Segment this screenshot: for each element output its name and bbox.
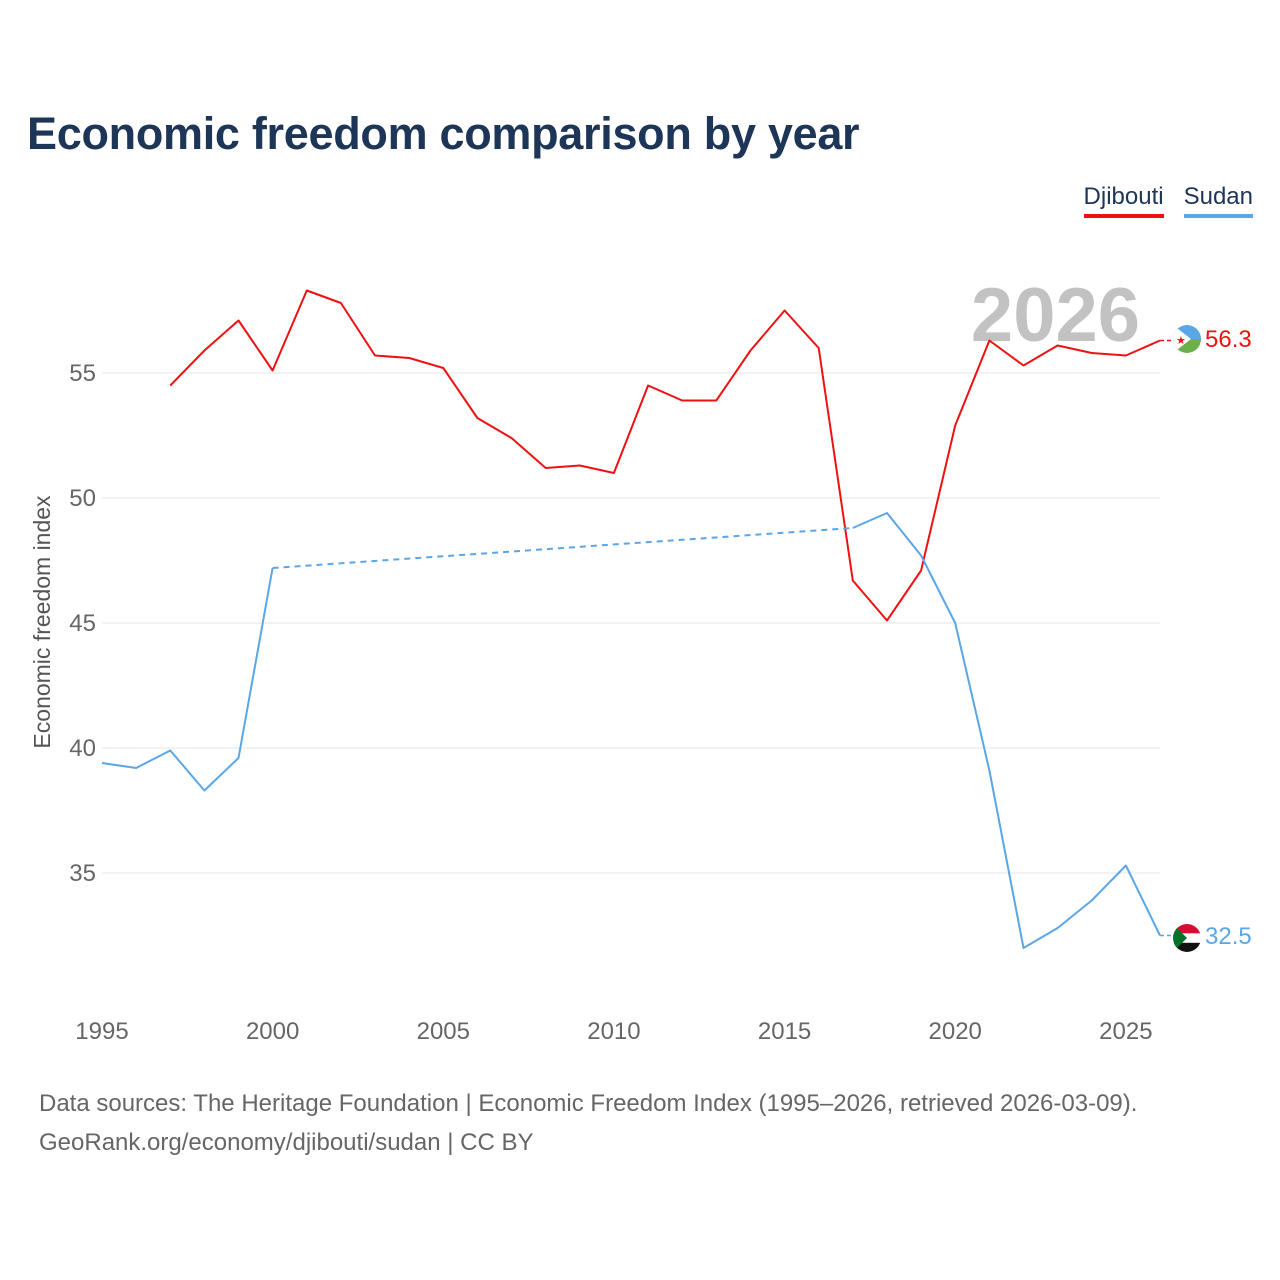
series-line-sudan-gap: [272, 527, 853, 569]
y-tick-label-45: 45: [69, 610, 96, 637]
x-tick-label-2020: 2020: [929, 1018, 982, 1045]
djibouti-end-value: 56.3: [1205, 326, 1252, 353]
x-axis-ticks: 1995 2000 2005 2010 2015 2020 2025: [75, 1018, 1152, 1045]
series-line-sudan: [101, 567, 274, 792]
x-tick-label-2000: 2000: [246, 1018, 299, 1045]
y-tick-label-40: 40: [69, 735, 96, 762]
sudan-flag-icon: [1173, 924, 1201, 952]
series-line-sudan: [852, 512, 1161, 949]
sudan-end-value: 32.5: [1205, 923, 1252, 950]
chart-title: Economic freedom comparison by year: [27, 108, 860, 159]
current-year-watermark: 2026: [971, 273, 1140, 358]
x-tick-label-2010: 2010: [587, 1018, 640, 1045]
footer-sources: Data sources: The Heritage Foundation | …: [39, 1090, 1138, 1117]
svg-text:★: ★: [1176, 334, 1186, 347]
footer: Data sources: The Heritage Foundation | …: [39, 1084, 1137, 1162]
legend: Djibouti Sudan: [1083, 183, 1253, 218]
x-tick-label-2005: 2005: [417, 1018, 470, 1045]
y-tick-label-55: 55: [69, 360, 96, 387]
x-tick-label-2025: 2025: [1099, 1018, 1152, 1045]
legend-item-djibouti[interactable]: Djibouti: [1083, 183, 1164, 218]
djibouti-flag-icon: ★: [1173, 325, 1201, 353]
series-sudan: [101, 512, 1173, 949]
x-tick-label-1995: 1995: [75, 1018, 128, 1045]
legend-item-sudan[interactable]: Sudan: [1183, 183, 1253, 218]
footer-attribution: GeoRank.org/economy/djibouti/sudan | CC …: [39, 1129, 534, 1156]
y-axis-ticks: 35 40 45 50 55: [69, 360, 96, 887]
series-line-djibouti: [169, 289, 1161, 622]
y-tick-label-35: 35: [69, 860, 96, 887]
y-tick-label-50: 50: [69, 485, 96, 512]
y-axis-label: Economic freedom index: [29, 495, 55, 749]
grid-lines: [102, 372, 1160, 874]
series-djibouti: [169, 289, 1173, 622]
x-tick-label-2015: 2015: [758, 1018, 811, 1045]
series-layer: [101, 289, 1173, 949]
